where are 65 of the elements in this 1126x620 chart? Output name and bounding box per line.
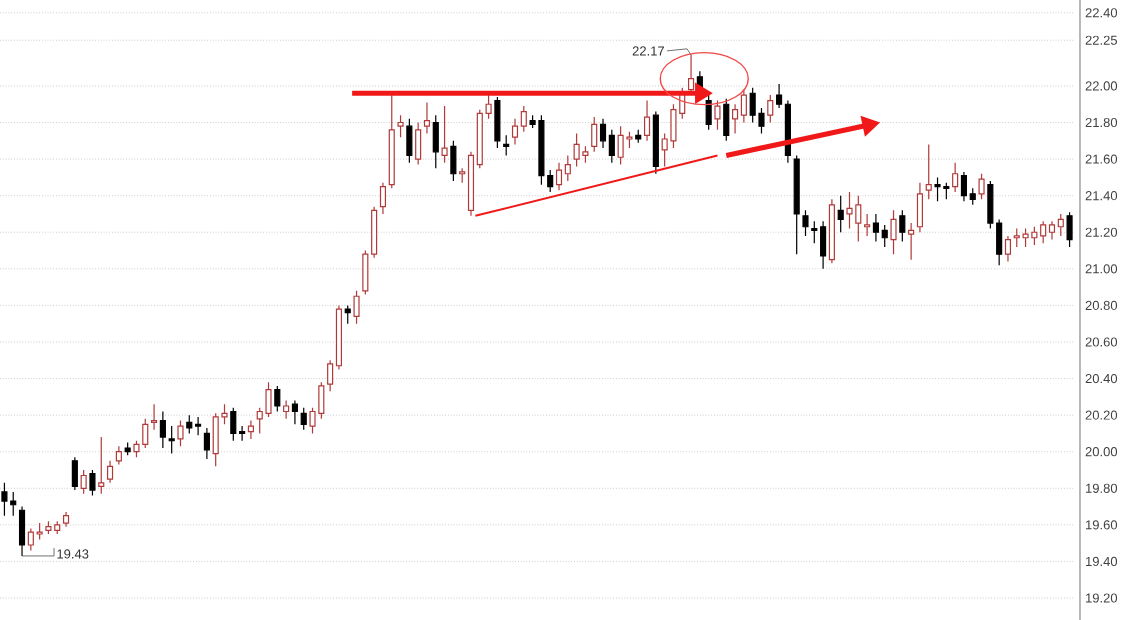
candlestick [705, 94, 712, 131]
candlestick [890, 209, 897, 255]
candlestick [168, 425, 175, 455]
candlestick [432, 114, 439, 169]
candlestick [186, 414, 193, 435]
candlestick [643, 99, 651, 142]
candlestick [925, 143, 932, 200]
candlestick [802, 209, 809, 237]
candlestick [934, 176, 941, 202]
candlestick [291, 399, 298, 425]
candlestick [203, 427, 210, 460]
candlestick [494, 96, 501, 149]
candlestick [441, 105, 448, 164]
candlestick [767, 94, 774, 124]
candlestick [177, 420, 184, 447]
candlestick [837, 195, 844, 233]
candlestick [1048, 220, 1056, 241]
candlestick [344, 304, 351, 325]
candlestick [450, 140, 457, 182]
candlestick [564, 154, 571, 182]
candlestick [397, 114, 404, 138]
candlestick [952, 162, 959, 193]
candlestick [388, 92, 395, 189]
candlestick [1066, 211, 1073, 248]
candlestick [300, 407, 307, 431]
candlestick [159, 410, 166, 449]
candlestick [591, 116, 598, 153]
candlestick [908, 222, 915, 261]
candlestick [423, 101, 431, 135]
candlestick [652, 110, 659, 175]
candlestick [80, 469, 87, 495]
candlestick [793, 154, 800, 255]
candlestick [714, 99, 721, 131]
candlestick [283, 399, 290, 420]
candlestick [230, 407, 237, 442]
candlestick [353, 290, 360, 325]
candlestick [247, 420, 254, 440]
candlestick [18, 505, 26, 557]
candlestick [71, 456, 78, 491]
candlestick [687, 54, 695, 96]
candlestick [635, 129, 642, 144]
candlestick [916, 182, 923, 233]
candlestick [274, 385, 281, 413]
candlestick [899, 209, 906, 242]
candlestick [379, 182, 387, 215]
candlestick [864, 213, 871, 237]
candlestick [151, 403, 158, 431]
candlestick [723, 98, 730, 142]
candlestick [1004, 235, 1012, 263]
candlestick [415, 121, 422, 166]
candlestick [89, 469, 96, 497]
candlestick [45, 520, 52, 535]
candlestick [978, 173, 985, 200]
candlestick [555, 162, 563, 191]
candlestick [1022, 227, 1029, 248]
candlestick [828, 198, 835, 264]
candlestick [1, 482, 8, 517]
candlestick [503, 134, 510, 157]
candlestick [106, 460, 114, 484]
candlestick [1057, 213, 1064, 237]
candlestick [124, 441, 131, 456]
candlestick [406, 118, 413, 164]
candlestick [62, 511, 70, 528]
candlestick [960, 171, 968, 202]
candlestick [115, 445, 122, 466]
